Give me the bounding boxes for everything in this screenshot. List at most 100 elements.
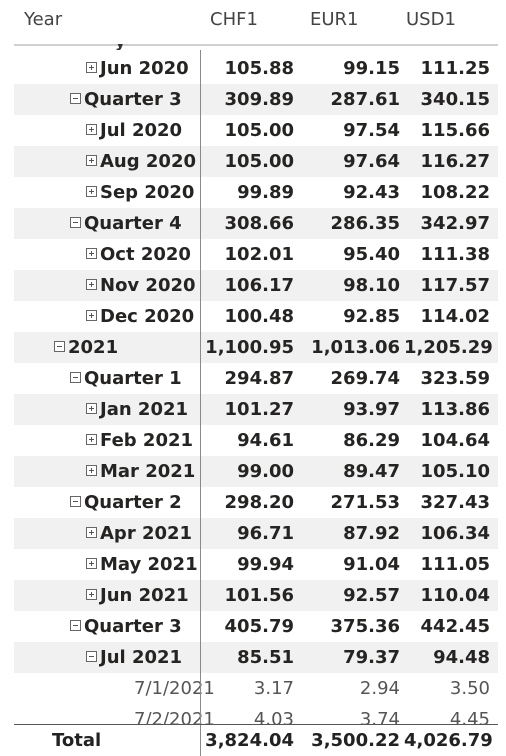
cell-usd: 110.04 — [420, 585, 490, 606]
table-row[interactable]: Quarter 4 308.66 286.35 342.97 — [14, 208, 498, 239]
collapse-icon[interactable] — [70, 496, 81, 507]
cell-usd: 111.38 — [420, 244, 490, 265]
cell-usd: 342.97 — [420, 213, 490, 234]
cell-chf: 101.56 — [224, 585, 294, 606]
table-row[interactable]: Jun 2020 105.88 99.15 111.25 — [14, 53, 498, 84]
cell-eur: 95.40 — [343, 244, 400, 265]
cell-eur: 91.04 — [343, 554, 400, 575]
cell-chf: 1,100.95 — [205, 337, 294, 358]
row-label: Quarter 3 — [84, 89, 182, 110]
table-row[interactable]: 7/2/2021 4.03 3.74 4.45 — [14, 704, 498, 724]
collapse-icon[interactable] — [54, 341, 65, 352]
table-row[interactable]: Nov 2020 106.17 98.10 117.57 — [14, 270, 498, 301]
expand-icon[interactable] — [86, 310, 97, 321]
cell-chf: 102.01 — [224, 244, 294, 265]
table-row[interactable]: 7/1/2021 3.17 2.94 3.50 — [14, 673, 498, 704]
cell-chf: 100.48 — [224, 306, 294, 327]
expand-icon[interactable] — [86, 589, 97, 600]
cell-eur: 92.85 — [343, 306, 400, 327]
expand-icon[interactable] — [86, 124, 97, 135]
collapse-icon[interactable] — [70, 372, 81, 383]
expand-icon[interactable] — [86, 186, 97, 197]
cell-usd: 113.86 — [420, 399, 490, 420]
expand-icon[interactable] — [86, 465, 97, 476]
cell-usd: 94.48 — [433, 647, 490, 668]
row-label: Quarter 2 — [84, 492, 182, 513]
column-header-year[interactable]: Year — [24, 9, 63, 30]
cell-usd: 340.15 — [420, 89, 490, 110]
table-row[interactable]: Aug 2020 105.00 97.64 116.27 — [14, 146, 498, 177]
matrix-body[interactable]: Jun 2020 105.88 99.15 111.25 Quarter 3 309.89… — [0, 50, 506, 724]
cell-usd: 106.34 — [420, 523, 490, 544]
column-header-eur[interactable]: EUR1 — [310, 9, 359, 30]
cell-chf: 94.61 — [237, 430, 294, 451]
cell-usd: 442.45 — [420, 616, 490, 637]
table-row[interactable]: Jan 2021 101.27 93.97 113.86 — [14, 394, 498, 425]
cell-eur: 92.43 — [343, 182, 400, 203]
table-row[interactable]: Quarter 3 405.79 375.36 442.45 — [14, 611, 498, 642]
table-row[interactable]: Feb 2021 94.61 86.29 104.64 — [14, 425, 498, 456]
collapse-icon[interactable] — [70, 217, 81, 228]
row-label: Jul 2021 — [100, 647, 183, 668]
table-row[interactable]: Quarter 1 294.87 269.74 323.59 — [14, 363, 498, 394]
expand-icon[interactable] — [86, 558, 97, 569]
row-label: Sep 2020 — [100, 182, 195, 203]
cell-usd: 115.66 — [420, 120, 490, 141]
table-row[interactable]: Quarter 3 309.89 287.61 340.15 — [14, 84, 498, 115]
cell-eur: 92.57 — [343, 585, 400, 606]
cell-eur: 89.47 — [343, 461, 400, 482]
collapse-icon[interactable] — [70, 93, 81, 104]
table-row[interactable]: Jul 2021 85.51 79.37 94.48 — [14, 642, 498, 673]
column-header-chf[interactable]: CHF1 — [210, 9, 258, 30]
cell-chf: 3.17 — [253, 678, 294, 699]
clipped-row-text: y — [115, 44, 125, 50]
expand-icon[interactable] — [86, 279, 97, 290]
cell-chf: 106.17 — [224, 275, 294, 296]
expand-icon[interactable] — [86, 62, 97, 73]
row-label: Jun 2020 — [100, 58, 189, 79]
cell-usd: 323.59 — [420, 368, 490, 389]
row-label: Quarter 4 — [84, 213, 182, 234]
cell-eur: 1,013.06 — [311, 337, 400, 358]
cell-eur: 2.94 — [359, 678, 400, 699]
collapse-icon[interactable] — [70, 620, 81, 631]
cell-usd: 4.45 — [449, 709, 490, 724]
table-row[interactable]: Oct 2020 102.01 95.40 111.38 — [14, 239, 498, 270]
vertical-scrollbar[interactable] — [498, 46, 506, 724]
cell-eur: 93.97 — [343, 399, 400, 420]
cell-eur: 87.92 — [343, 523, 400, 544]
table-row[interactable]: Mar 2021 99.00 89.47 105.10 — [14, 456, 498, 487]
column-header-usd[interactable]: USD1 — [406, 9, 456, 30]
cell-chf: 101.27 — [224, 399, 294, 420]
cell-chf: 405.79 — [224, 616, 294, 637]
cell-chf: 105.00 — [224, 120, 294, 141]
table-row[interactable]: Jul 2020 105.00 97.54 115.66 — [14, 115, 498, 146]
row-label: Feb 2021 — [100, 430, 194, 451]
table-row[interactable]: 2021 1,100.95 1,013.06 1,205.29 — [14, 332, 498, 363]
expand-icon[interactable] — [86, 527, 97, 538]
expand-icon[interactable] — [86, 403, 97, 414]
total-row: Total 3,824.04 3,500.22 4,026.79 — [14, 725, 498, 756]
collapse-icon[interactable] — [86, 651, 97, 662]
table-row[interactable]: Quarter 2 298.20 271.53 327.43 — [14, 487, 498, 518]
expand-icon[interactable] — [86, 248, 97, 259]
cell-eur: 269.74 — [330, 368, 400, 389]
table-row[interactable]: Dec 2020 100.48 92.85 114.02 — [14, 301, 498, 332]
total-label: Total — [52, 730, 102, 751]
table-row[interactable]: Apr 2021 96.71 87.92 106.34 — [14, 518, 498, 549]
cell-chf: 105.88 — [224, 58, 294, 79]
cell-eur: 287.61 — [330, 89, 400, 110]
cell-usd: 114.02 — [420, 306, 490, 327]
table-row[interactable]: Jun 2021 101.56 92.57 110.04 — [14, 580, 498, 611]
cell-chf: 309.89 — [224, 89, 294, 110]
table-row[interactable]: May 2021 99.94 91.04 111.05 — [14, 549, 498, 580]
row-label: Mar 2021 — [100, 461, 196, 482]
cell-usd: 1,205.29 — [404, 337, 493, 358]
cell-chf: 105.00 — [224, 151, 294, 172]
cell-eur: 86.29 — [343, 430, 400, 451]
row-label: Jun 2021 — [100, 585, 189, 606]
expand-icon[interactable] — [86, 155, 97, 166]
row-label: 7/1/2021 — [134, 678, 215, 699]
table-row[interactable]: Sep 2020 99.89 92.43 108.22 — [14, 177, 498, 208]
expand-icon[interactable] — [86, 434, 97, 445]
